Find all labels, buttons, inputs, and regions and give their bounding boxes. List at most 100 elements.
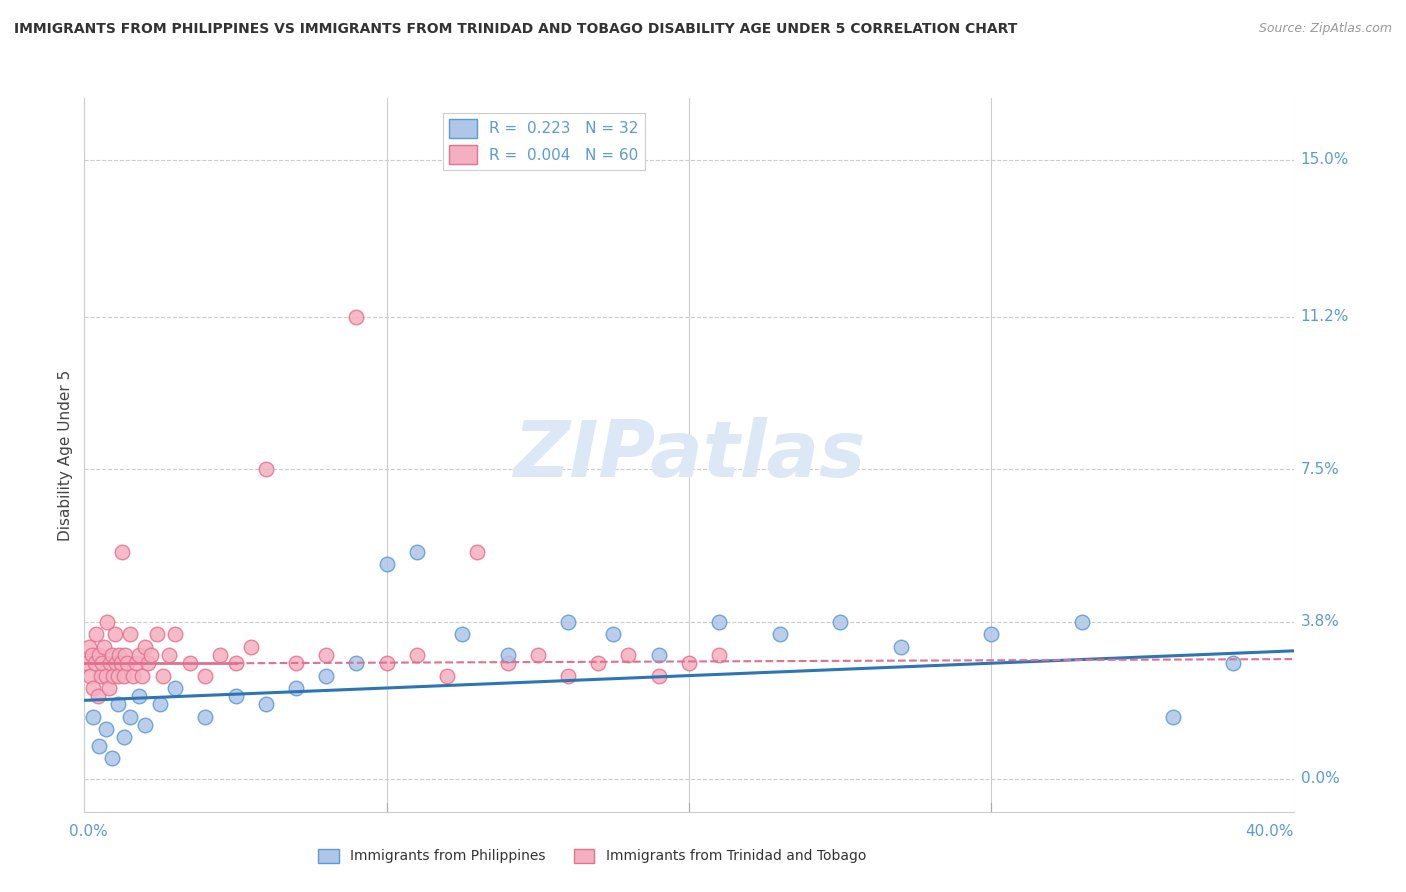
Point bbox=[97, 681, 120, 695]
Text: 11.2%: 11.2% bbox=[1301, 310, 1348, 324]
Point bbox=[98, 657, 121, 671]
Point bbox=[80, 648, 103, 662]
Point bbox=[225, 690, 247, 704]
Point bbox=[91, 657, 114, 671]
Point bbox=[194, 668, 217, 682]
Point bbox=[315, 668, 337, 682]
Point bbox=[496, 648, 519, 662]
Point bbox=[82, 681, 104, 695]
Point bbox=[107, 698, 129, 712]
Point bbox=[1161, 710, 1184, 724]
Point bbox=[149, 698, 172, 712]
Point bbox=[94, 668, 117, 682]
Text: 0.0%: 0.0% bbox=[69, 824, 108, 839]
Point bbox=[96, 615, 118, 629]
Point bbox=[100, 648, 122, 662]
Point bbox=[346, 310, 368, 324]
Point bbox=[121, 668, 143, 682]
Point bbox=[588, 657, 610, 671]
Point bbox=[94, 723, 117, 737]
Point bbox=[406, 648, 429, 662]
Point bbox=[108, 648, 131, 662]
Point bbox=[125, 657, 148, 671]
Text: 7.5%: 7.5% bbox=[1301, 462, 1340, 477]
Point bbox=[980, 627, 1002, 641]
Point bbox=[76, 657, 98, 671]
Text: 15.0%: 15.0% bbox=[1301, 153, 1348, 168]
Point bbox=[115, 657, 138, 671]
Point bbox=[451, 627, 474, 641]
Point bbox=[89, 648, 111, 662]
Point bbox=[105, 657, 128, 671]
Point bbox=[284, 657, 308, 671]
Point bbox=[134, 718, 156, 732]
Point bbox=[647, 648, 671, 662]
Point bbox=[157, 648, 180, 662]
Point bbox=[87, 690, 110, 704]
Point bbox=[152, 668, 174, 682]
Point bbox=[406, 545, 429, 559]
Point bbox=[79, 668, 101, 682]
Point bbox=[557, 668, 579, 682]
Point bbox=[375, 657, 398, 671]
Point bbox=[82, 710, 104, 724]
Point bbox=[134, 640, 156, 654]
Point bbox=[1222, 657, 1244, 671]
Point bbox=[131, 668, 153, 682]
Point bbox=[209, 648, 232, 662]
Point bbox=[678, 657, 700, 671]
Point bbox=[239, 640, 262, 654]
Point bbox=[890, 640, 912, 654]
Point bbox=[146, 627, 169, 641]
Point bbox=[284, 681, 308, 695]
Point bbox=[557, 615, 579, 629]
Point bbox=[496, 657, 519, 671]
Point bbox=[375, 558, 398, 572]
Point bbox=[128, 690, 150, 704]
Point bbox=[165, 681, 187, 695]
Point bbox=[93, 640, 115, 654]
Point bbox=[254, 698, 277, 712]
Point bbox=[128, 648, 150, 662]
Point bbox=[114, 648, 136, 662]
Point bbox=[107, 668, 129, 682]
Point bbox=[225, 657, 247, 671]
Point bbox=[139, 648, 162, 662]
Point bbox=[100, 751, 122, 765]
Text: IMMIGRANTS FROM PHILIPPINES VS IMMIGRANTS FROM TRINIDAD AND TOBAGO DISABILITY AG: IMMIGRANTS FROM PHILIPPINES VS IMMIGRANT… bbox=[14, 22, 1018, 37]
Point bbox=[617, 648, 640, 662]
Text: ZIPatlas: ZIPatlas bbox=[513, 417, 865, 493]
Text: 40.0%: 40.0% bbox=[1246, 824, 1294, 839]
Point bbox=[1071, 615, 1094, 629]
Point bbox=[136, 657, 159, 671]
Legend: Immigrants from Philippines, Immigrants from Trinidad and Tobago: Immigrants from Philippines, Immigrants … bbox=[314, 843, 872, 869]
Point bbox=[647, 668, 671, 682]
Point bbox=[709, 615, 731, 629]
Point bbox=[254, 462, 277, 476]
Point bbox=[112, 731, 135, 745]
Point bbox=[104, 627, 127, 641]
Point bbox=[86, 627, 108, 641]
Point bbox=[112, 668, 135, 682]
Point bbox=[110, 657, 132, 671]
Point bbox=[315, 648, 337, 662]
Point bbox=[830, 615, 852, 629]
Point bbox=[769, 627, 792, 641]
Point bbox=[602, 627, 624, 641]
Y-axis label: Disability Age Under 5: Disability Age Under 5 bbox=[58, 369, 73, 541]
Point bbox=[165, 627, 187, 641]
Point bbox=[436, 668, 458, 682]
Point bbox=[111, 545, 134, 559]
Point bbox=[118, 627, 141, 641]
Point bbox=[527, 648, 550, 662]
Point bbox=[118, 710, 141, 724]
Text: 0.0%: 0.0% bbox=[1301, 772, 1340, 786]
Point bbox=[90, 668, 112, 682]
Text: Source: ZipAtlas.com: Source: ZipAtlas.com bbox=[1258, 22, 1392, 36]
Point bbox=[84, 657, 107, 671]
Point bbox=[179, 657, 201, 671]
Point bbox=[709, 648, 731, 662]
Point bbox=[77, 640, 100, 654]
Point bbox=[194, 710, 217, 724]
Text: 3.8%: 3.8% bbox=[1301, 615, 1340, 630]
